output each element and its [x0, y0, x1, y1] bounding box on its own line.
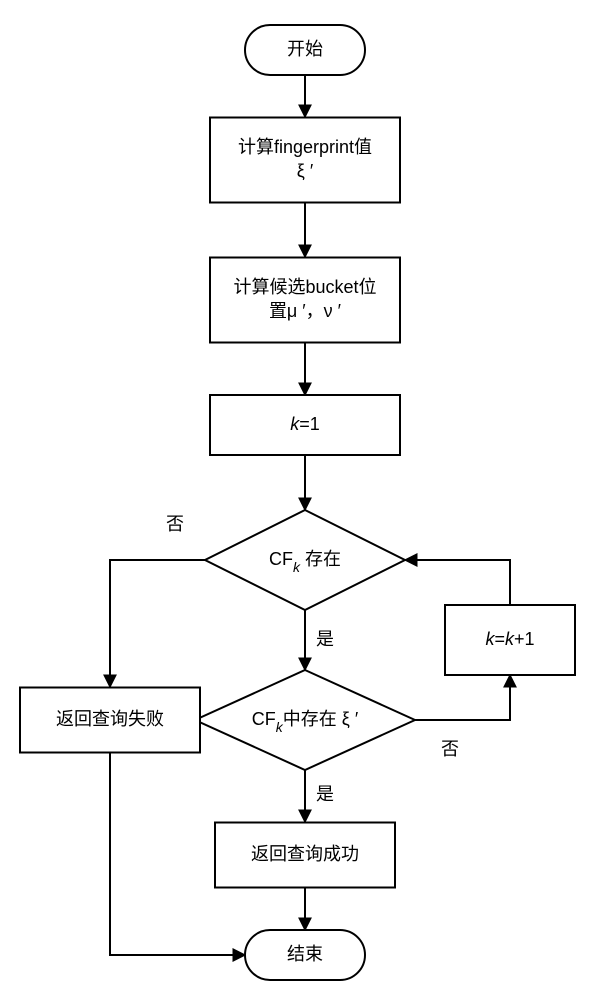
node-d2: CFk中存在 ξ ′	[195, 670, 415, 770]
edge-label: 否	[441, 739, 459, 759]
edge	[110, 560, 205, 687]
svg-text:计算fingerprint值: 计算fingerprint值	[238, 137, 372, 157]
edge-label: 否	[166, 514, 184, 534]
svg-text:ξ ′: ξ ′	[297, 161, 314, 181]
svg-text:开始: 开始	[287, 39, 323, 59]
svg-text:k=1: k=1	[290, 414, 320, 434]
svg-text:结束: 结束	[287, 944, 323, 964]
node-inc: k=k+1	[445, 605, 575, 675]
edge-label: 是	[316, 629, 334, 649]
node-n2: 计算候选bucket位置μ ′，ν ′	[210, 258, 400, 343]
node-fail: 返回查询失败	[20, 688, 200, 753]
node-end: 结束	[245, 930, 365, 980]
flowchart-canvas: 是是否否开始计算fingerprint值ξ ′计算候选bucket位置μ ′，ν…	[0, 0, 610, 1000]
svg-text:计算候选bucket位: 计算候选bucket位	[233, 277, 376, 297]
node-n3: k=1	[210, 395, 400, 455]
node-succ: 返回查询成功	[215, 823, 395, 888]
node-start: 开始	[245, 25, 365, 75]
edge	[415, 675, 510, 720]
node-n1: 计算fingerprint值 ξ ′	[210, 118, 400, 203]
node-d1: CFk 存在	[205, 510, 405, 610]
svg-text:返回查询成功: 返回查询成功	[251, 844, 359, 864]
svg-text:返回查询失败: 返回查询失败	[56, 709, 164, 729]
edge-label: 是	[316, 784, 334, 804]
svg-text:置μ ′，ν ′: 置μ ′，ν ′	[269, 301, 342, 321]
edge	[405, 560, 510, 605]
svg-text:k=k+1: k=k+1	[485, 629, 534, 649]
